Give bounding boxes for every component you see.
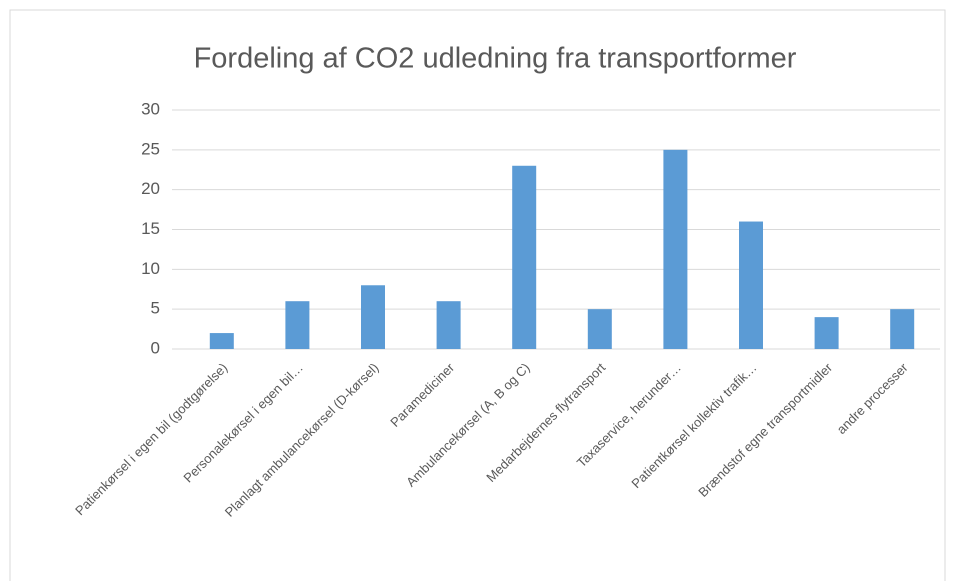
bar — [512, 165, 537, 349]
y-tick-label: 15 — [141, 219, 160, 238]
y-tick-label: 20 — [141, 179, 160, 198]
y-tick-label: 10 — [141, 259, 160, 278]
bar — [361, 285, 385, 349]
bar — [663, 149, 688, 349]
y-tick-label: 30 — [141, 99, 160, 118]
bar — [209, 333, 234, 349]
bar — [890, 309, 915, 349]
y-tick-label: 25 — [141, 139, 160, 158]
chart-border — [9, 9, 946, 581]
bar — [587, 309, 612, 349]
y-tick-label: 5 — [151, 299, 160, 318]
bar — [285, 301, 310, 349]
bar — [436, 301, 461, 349]
bar — [739, 221, 763, 349]
chart-title: Fordeling af CO2 udledning fra transport… — [194, 43, 797, 75]
bar — [814, 317, 839, 349]
y-tick-label: 0 — [151, 338, 160, 357]
